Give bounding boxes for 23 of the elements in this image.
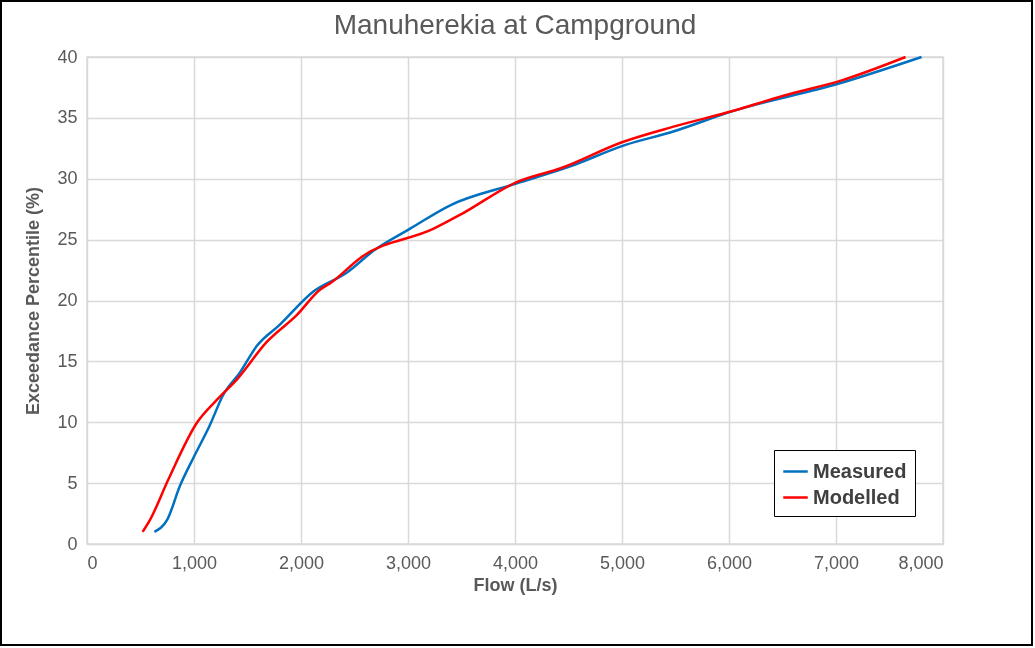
x-tick-label: 3,000 — [385, 552, 432, 573]
y-tick-label: 5 — [67, 472, 78, 493]
y-tick-label: 25 — [57, 229, 78, 250]
y-tick-label: 10 — [57, 411, 78, 432]
y-tick-label: 20 — [57, 290, 78, 310]
x-tick-label: 6,000 — [706, 552, 753, 573]
x-tick-label: 1,000 — [171, 552, 218, 573]
x-axis-title: Flow (L/s) — [473, 574, 558, 595]
y-tick-label: 35 — [57, 107, 78, 128]
x-tick-label: 0 — [87, 552, 98, 573]
chart-title: Manuherekia at Campground — [333, 9, 697, 40]
x-tick-label: 4,000 — [492, 552, 539, 573]
x-tick-label: 8,000 — [898, 552, 944, 573]
y-tick-label: 40 — [57, 46, 78, 67]
x-tick-label: 5,000 — [599, 552, 646, 573]
x-tick-label: 2,000 — [278, 552, 325, 573]
y-tick-label: 30 — [57, 168, 78, 189]
x-tick-label: 7,000 — [813, 552, 860, 573]
y-tick-label: 15 — [57, 350, 78, 371]
legend-label: Measured — [813, 459, 907, 482]
legend-label: Modelled — [813, 485, 900, 508]
y-tick-label: 0 — [67, 533, 78, 554]
y-axis-title: Exceedance Percentile (%) — [23, 186, 44, 416]
